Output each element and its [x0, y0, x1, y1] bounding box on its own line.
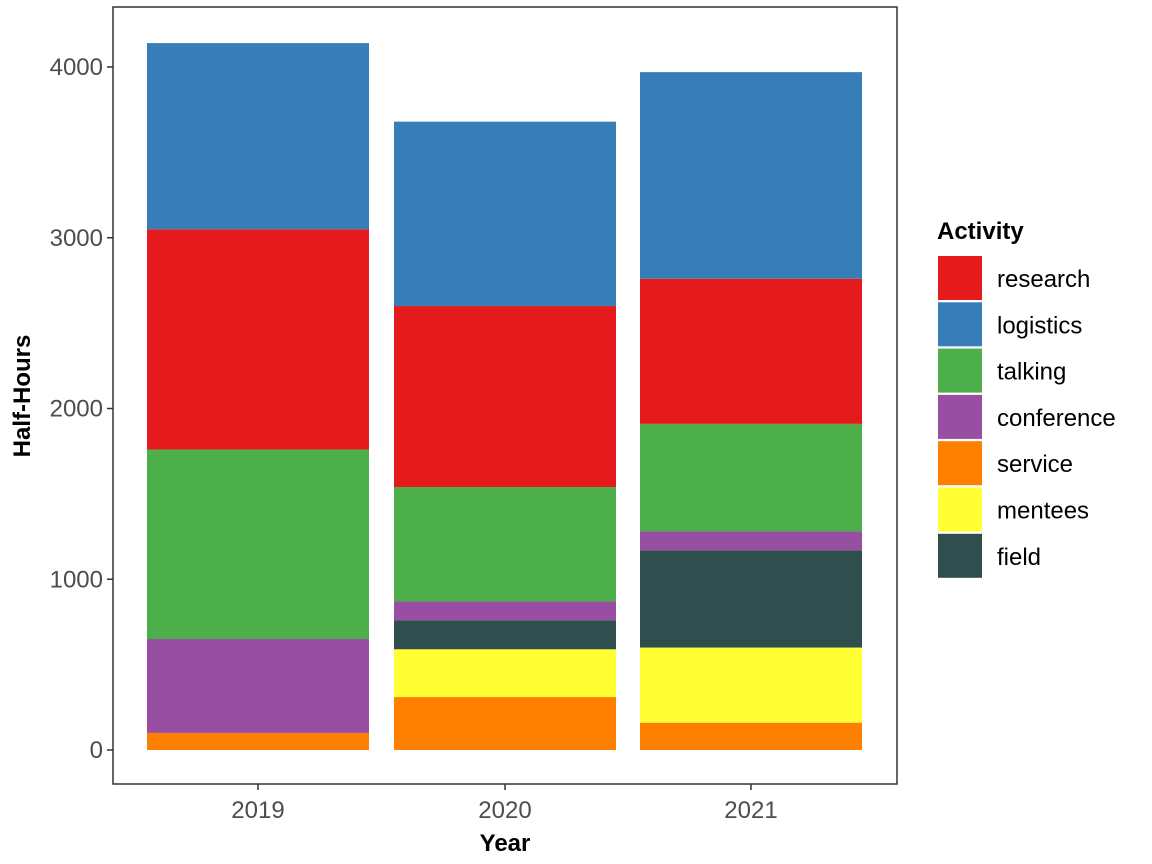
bar-segment-conference-2019 [147, 639, 369, 733]
y-tick-label: 4000 [50, 54, 103, 81]
legend-label-conference: conference [997, 405, 1116, 432]
legend-key-service [938, 441, 982, 486]
x-tick-label: 2019 [231, 797, 284, 824]
bar-segment-logistics-2021 [640, 72, 862, 279]
bar-segment-mentees-2021 [640, 647, 862, 723]
bar-segment-talking-2019 [147, 449, 369, 640]
y-axis-title: Half-Hours [9, 335, 36, 458]
legend-key-logistics [938, 302, 982, 347]
legend-label-logistics: logistics [997, 312, 1082, 339]
legend-key-field [938, 533, 982, 578]
legend-key-talking [938, 348, 982, 393]
bar-segment-field-2020 [394, 620, 616, 650]
x-axis-title: Year [480, 830, 531, 857]
bar-segment-service-2020 [394, 697, 616, 750]
bar-segment-service-2019 [147, 732, 369, 750]
bar-segment-research-2021 [640, 278, 862, 424]
bar-segment-logistics-2020 [394, 121, 616, 307]
legend-key-mentees [938, 487, 982, 532]
y-tick-label: 1000 [50, 566, 103, 593]
legend-label-service: service [997, 451, 1073, 478]
bar-segment-conference-2021 [640, 531, 862, 551]
bar-segment-logistics-2019 [147, 43, 369, 230]
y-tick-label: 3000 [50, 225, 103, 252]
bar-segment-field-2021 [640, 550, 862, 648]
y-tick-label: 2000 [50, 396, 103, 423]
bar-segment-mentees-2020 [394, 649, 616, 698]
legend-label-field: field [997, 544, 1041, 571]
bar-segment-research-2019 [147, 229, 369, 450]
legend-key-conference [938, 394, 982, 439]
bar-segment-talking-2021 [640, 423, 862, 532]
y-axis: 0 1000 2000 3000 4000 [50, 54, 113, 764]
legend-label-research: research [997, 266, 1090, 293]
bars-group [147, 43, 862, 750]
bar-segment-service-2021 [640, 722, 862, 750]
legend-key-research [938, 256, 982, 300]
bar-segment-talking-2020 [394, 487, 616, 602]
x-axis: 2019 2020 2021 [231, 784, 778, 824]
bar-segment-research-2020 [394, 306, 616, 488]
legend: research logistics talking conference servic… [938, 256, 1116, 578]
x-tick-label: 2021 [724, 797, 777, 824]
bar-segment-conference-2020 [394, 601, 616, 621]
legend-label-mentees: mentees [997, 498, 1089, 525]
legend-title: Activity [937, 218, 1024, 245]
legend-label-talking: talking [997, 359, 1066, 386]
y-tick-label: 0 [90, 737, 103, 764]
x-tick-label: 2020 [478, 797, 531, 824]
